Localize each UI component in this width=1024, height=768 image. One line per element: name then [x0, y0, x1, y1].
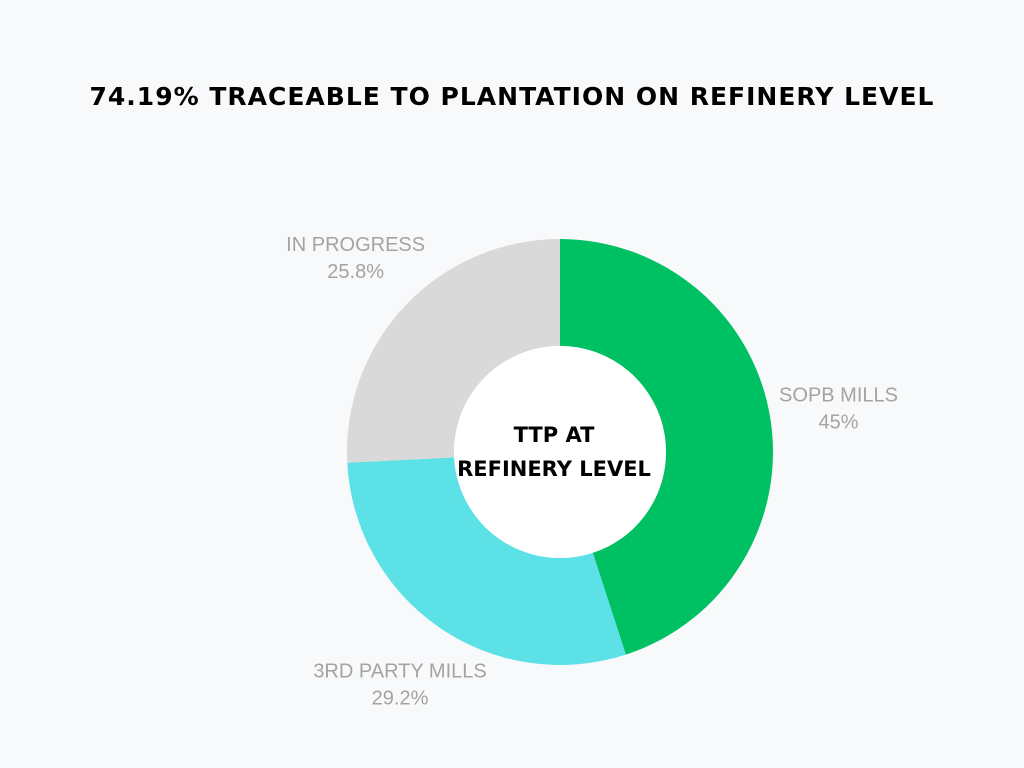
center-label: TTP AT REFINERY LEVEL	[457, 423, 651, 481]
slice-in-progress	[347, 239, 560, 463]
center-label-line: TTP AT	[514, 423, 595, 447]
slice-value-in-progress: 25.8%	[327, 261, 384, 283]
slice-sopb-mills	[560, 239, 773, 655]
donut-slices	[347, 239, 773, 665]
slice-label-sopb-mills: SOPB MILLS	[779, 384, 898, 406]
slice-label-in-progress: IN PROGRESS	[286, 234, 425, 256]
slice-3rd-party-mills	[347, 457, 626, 665]
chart-title: 74.19% TRACEABLE TO PLANTATION ON REFINE…	[89, 82, 935, 111]
center-label-line: REFINERY LEVEL	[457, 457, 651, 481]
slice-value-sopb-mills: 45%	[819, 411, 859, 433]
donut-hole	[454, 346, 666, 558]
slice-label-3rd-party-mills: 3RD PARTY MILLS	[313, 661, 486, 683]
slice-value-3rd-party-mills: 29.2%	[372, 688, 429, 710]
slice-labels: SOPB MILLS 45% 3RD PARTY MILLS 29.2% IN PROG…	[286, 234, 898, 710]
